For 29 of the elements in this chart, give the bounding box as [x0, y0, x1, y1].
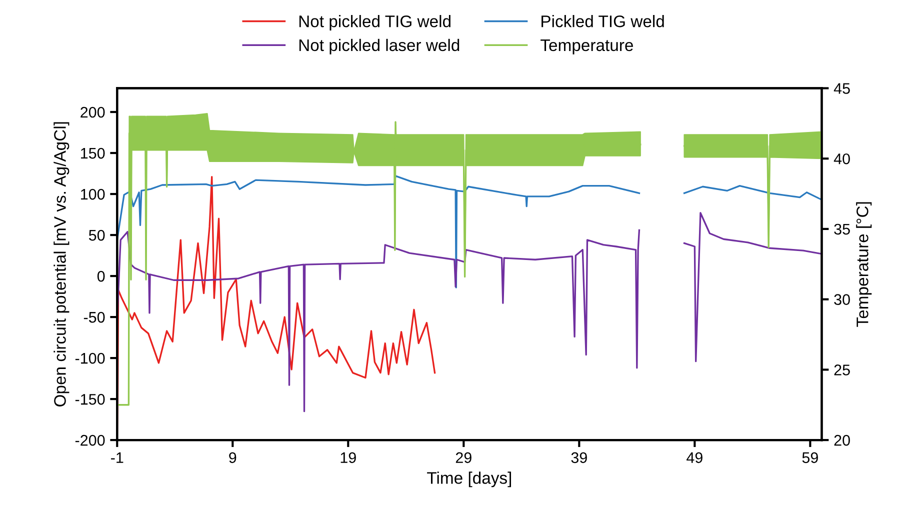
legend-label: Temperature: [540, 39, 633, 54]
y-tick-label: -200: [75, 434, 105, 446]
x-tick-label: 9: [229, 452, 236, 464]
y-tick-label: 0: [97, 270, 105, 282]
x-tick-label: 29: [456, 452, 472, 464]
x-tick-label: 59: [802, 452, 818, 464]
y2-tick-label: 45: [834, 83, 850, 94]
x-tick-label: -1: [111, 452, 124, 463]
legend-label: Not pickled laser weld: [299, 38, 460, 54]
x-tick-label: 49: [686, 452, 702, 464]
y-tick-label: -50: [84, 312, 105, 323]
x-axis-title: Time [days]: [427, 472, 512, 488]
y-tick-label: -100: [75, 352, 105, 364]
y2-tick-label: 30: [834, 294, 850, 305]
y2-tick-label: 20: [834, 434, 850, 446]
x-tick-label: 19: [340, 452, 356, 464]
y2-tick-label: 25: [834, 364, 850, 376]
y-tick-label: 200: [80, 106, 105, 118]
y-tick-label: -150: [75, 394, 105, 405]
legend-label: Pickled TIG weld: [542, 15, 664, 28]
y-tick-label: 100: [81, 188, 105, 200]
y-tick-label: 150: [81, 148, 105, 159]
y-tick-label: 50: [88, 230, 105, 241]
y-axis-title: Open circuit potential [mV vs. Ag/AgCl]: [54, 122, 70, 406]
y2-tick-label: 35: [834, 224, 850, 235]
y2-axis-title: Temperature [°C]: [856, 202, 872, 327]
x-tick-label: 39: [571, 452, 587, 464]
y2-tick-label: 40: [834, 153, 850, 164]
legend-label: Not pickled TIG weld: [299, 15, 450, 31]
